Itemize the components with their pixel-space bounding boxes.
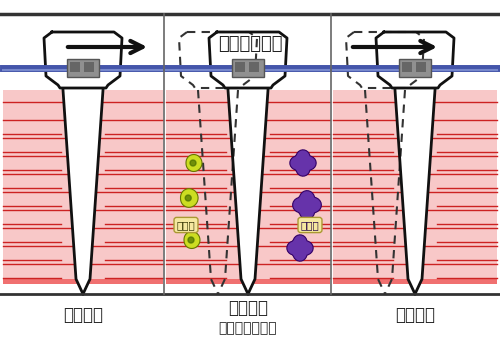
- Text: 牙齿移动方向: 牙齿移动方向: [218, 35, 282, 53]
- Text: （牙槽骨改建）: （牙槽骨改建）: [218, 321, 278, 335]
- Polygon shape: [63, 90, 103, 294]
- Polygon shape: [235, 62, 245, 72]
- Polygon shape: [44, 32, 122, 88]
- Polygon shape: [70, 62, 80, 72]
- Polygon shape: [232, 59, 264, 77]
- Polygon shape: [249, 62, 259, 72]
- Polygon shape: [180, 189, 198, 208]
- Polygon shape: [3, 90, 76, 279]
- Polygon shape: [333, 118, 497, 284]
- Polygon shape: [422, 90, 497, 279]
- Polygon shape: [166, 90, 241, 279]
- Polygon shape: [190, 160, 196, 166]
- Polygon shape: [395, 90, 435, 294]
- Text: 牙移动中: 牙移动中: [228, 299, 268, 317]
- Polygon shape: [3, 118, 163, 284]
- Text: 骨吸收: 骨吸收: [300, 220, 320, 230]
- Text: 牙移动前: 牙移动前: [63, 306, 103, 324]
- Polygon shape: [402, 62, 412, 72]
- Polygon shape: [184, 232, 200, 248]
- Polygon shape: [186, 154, 202, 172]
- Polygon shape: [90, 90, 163, 279]
- Polygon shape: [255, 90, 330, 279]
- Polygon shape: [333, 90, 408, 279]
- Polygon shape: [84, 62, 94, 72]
- Text: 牙移动后: 牙移动后: [395, 306, 435, 324]
- Polygon shape: [376, 32, 454, 88]
- Polygon shape: [209, 32, 287, 88]
- Polygon shape: [292, 191, 322, 219]
- Polygon shape: [166, 118, 330, 284]
- Polygon shape: [416, 62, 426, 72]
- Text: 骨新生: 骨新生: [176, 220, 196, 230]
- Polygon shape: [228, 90, 268, 294]
- Polygon shape: [185, 195, 191, 201]
- Polygon shape: [188, 237, 194, 243]
- Polygon shape: [67, 59, 99, 77]
- Polygon shape: [287, 235, 313, 261]
- Polygon shape: [290, 150, 316, 176]
- Polygon shape: [399, 59, 431, 77]
